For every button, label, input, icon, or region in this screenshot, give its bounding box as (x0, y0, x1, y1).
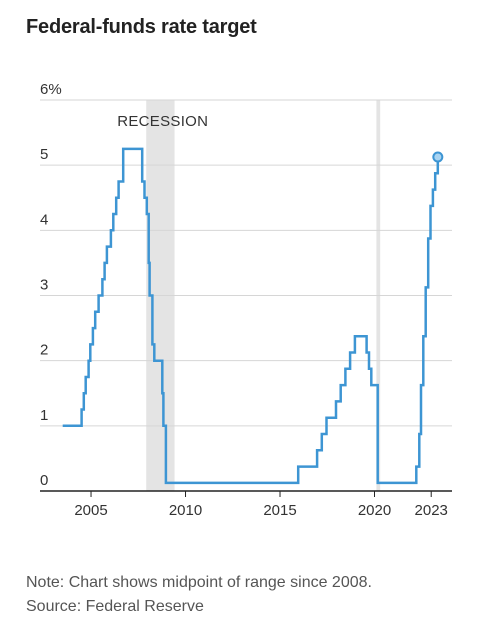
y-tick-label: 6% (40, 81, 62, 98)
x-tick-label: 2010 (169, 502, 202, 519)
axis-layer (40, 490, 452, 497)
chart-note: Note: Chart shows midpoint of range sinc… (26, 574, 372, 591)
y-tick-label: 4 (40, 211, 48, 228)
y-tick-label: 3 (40, 277, 48, 294)
y-tick-label: 0 (40, 472, 48, 489)
latest-value-marker (432, 151, 444, 163)
x-tick-label: 2023 (415, 502, 448, 519)
recession-label: RECESSION (117, 113, 208, 130)
line-layer (62, 147, 444, 485)
y-tick-label: 5 (40, 146, 48, 163)
chart-source: Source: Federal Reserve (26, 598, 204, 615)
y-tick-label: 2 (40, 342, 48, 359)
x-tick-label: 2005 (74, 502, 107, 519)
grid-layer (40, 99, 452, 427)
chart-title: Federal-funds rate target (26, 16, 257, 38)
x-tick-label: 2020 (358, 502, 391, 519)
y-tick-label: 1 (40, 407, 48, 424)
rate-series-line (62, 147, 440, 485)
label-layer: RECESSION 0 1 2 3 4 5 6% 2005 2010 2015 2020 2023 (40, 81, 448, 519)
x-tick-label: 2015 (263, 502, 296, 519)
